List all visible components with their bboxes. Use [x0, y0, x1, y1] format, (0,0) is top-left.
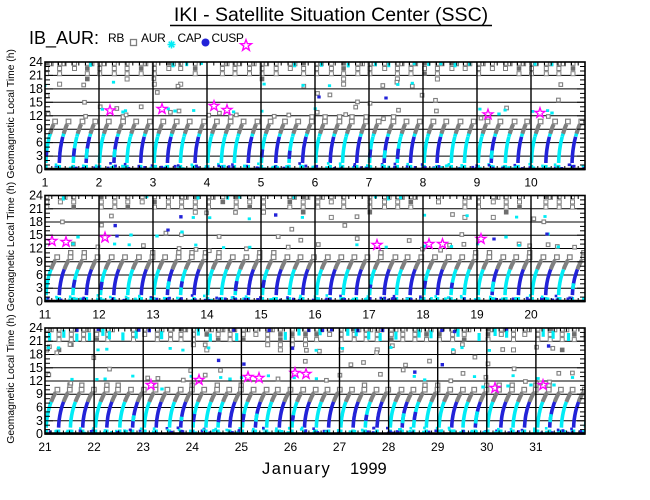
- svg-text:15: 15: [254, 308, 268, 322]
- svg-text:24: 24: [29, 189, 43, 203]
- svg-text:3: 3: [36, 149, 43, 163]
- svg-text:Geomagnetic Local Time (h): Geomagnetic Local Time (h): [6, 182, 17, 311]
- svg-text:6: 6: [312, 176, 319, 190]
- svg-text:30: 30: [480, 440, 494, 454]
- svg-text:25: 25: [235, 440, 249, 454]
- svg-text:18: 18: [29, 215, 43, 229]
- svg-text:21: 21: [38, 440, 52, 454]
- svg-text:10: 10: [524, 176, 538, 190]
- svg-text:CUSP: CUSP: [212, 31, 244, 45]
- svg-text:9: 9: [36, 387, 43, 401]
- svg-text:17: 17: [362, 308, 376, 322]
- svg-text:27: 27: [333, 440, 347, 454]
- svg-text:12: 12: [92, 308, 106, 322]
- svg-text:11: 11: [39, 308, 52, 322]
- svg-text:21: 21: [29, 334, 43, 348]
- svg-text:24: 24: [29, 55, 43, 69]
- svg-text:9: 9: [36, 122, 43, 136]
- svg-text:31: 31: [529, 440, 543, 454]
- svg-text:IB_AUR:: IB_AUR:: [29, 28, 99, 49]
- svg-text:21: 21: [29, 68, 43, 82]
- svg-text:0: 0: [36, 295, 43, 309]
- svg-text:12: 12: [29, 242, 43, 256]
- svg-text:12: 12: [29, 109, 43, 123]
- svg-text:28: 28: [382, 440, 396, 454]
- svg-text:RB: RB: [108, 31, 124, 45]
- svg-text:15: 15: [29, 95, 43, 109]
- svg-text:9: 9: [474, 176, 481, 190]
- svg-text:January: January: [262, 460, 331, 478]
- svg-text:Geomagnetic Local Time (h): Geomagnetic Local Time (h): [6, 314, 17, 443]
- svg-text:18: 18: [416, 308, 430, 322]
- svg-text:15: 15: [29, 361, 43, 375]
- svg-text:21: 21: [29, 202, 43, 216]
- svg-text:6: 6: [36, 136, 43, 150]
- svg-text:24: 24: [29, 321, 43, 335]
- svg-text:23: 23: [137, 440, 151, 454]
- svg-text:9: 9: [36, 255, 43, 269]
- svg-text:3: 3: [150, 176, 157, 190]
- svg-text:20: 20: [524, 308, 538, 322]
- svg-text:5: 5: [258, 176, 265, 190]
- svg-text:8: 8: [420, 176, 427, 190]
- svg-text:1: 1: [42, 176, 49, 190]
- svg-text:16: 16: [308, 308, 322, 322]
- svg-text:24: 24: [186, 440, 200, 454]
- svg-text:18: 18: [29, 82, 43, 96]
- svg-text:3: 3: [36, 414, 43, 428]
- svg-text:7: 7: [366, 176, 373, 190]
- svg-text:CAP: CAP: [178, 31, 202, 45]
- svg-text:13: 13: [146, 308, 160, 322]
- svg-text:4: 4: [204, 176, 211, 190]
- svg-text:3: 3: [36, 281, 43, 295]
- svg-text:18: 18: [29, 348, 43, 362]
- svg-text:6: 6: [36, 401, 43, 415]
- svg-text:29: 29: [431, 440, 445, 454]
- svg-text:26: 26: [284, 440, 298, 454]
- svg-text:19: 19: [470, 308, 484, 322]
- svg-text:IKI - Satellite Situation Cent: IKI - Satellite Situation Center (SSC): [174, 4, 488, 26]
- svg-text:2: 2: [96, 176, 103, 190]
- svg-text:Geomagnetic Local Time (h): Geomagnetic Local Time (h): [6, 49, 17, 178]
- svg-text:0: 0: [36, 163, 43, 177]
- svg-text:1999: 1999: [350, 460, 387, 478]
- svg-text:14: 14: [200, 308, 214, 322]
- svg-text:6: 6: [36, 268, 43, 282]
- svg-text:0: 0: [36, 427, 43, 441]
- svg-text:AUR: AUR: [141, 31, 166, 45]
- svg-text:22: 22: [87, 440, 101, 454]
- svg-text:15: 15: [29, 228, 43, 242]
- svg-text:12: 12: [29, 374, 43, 388]
